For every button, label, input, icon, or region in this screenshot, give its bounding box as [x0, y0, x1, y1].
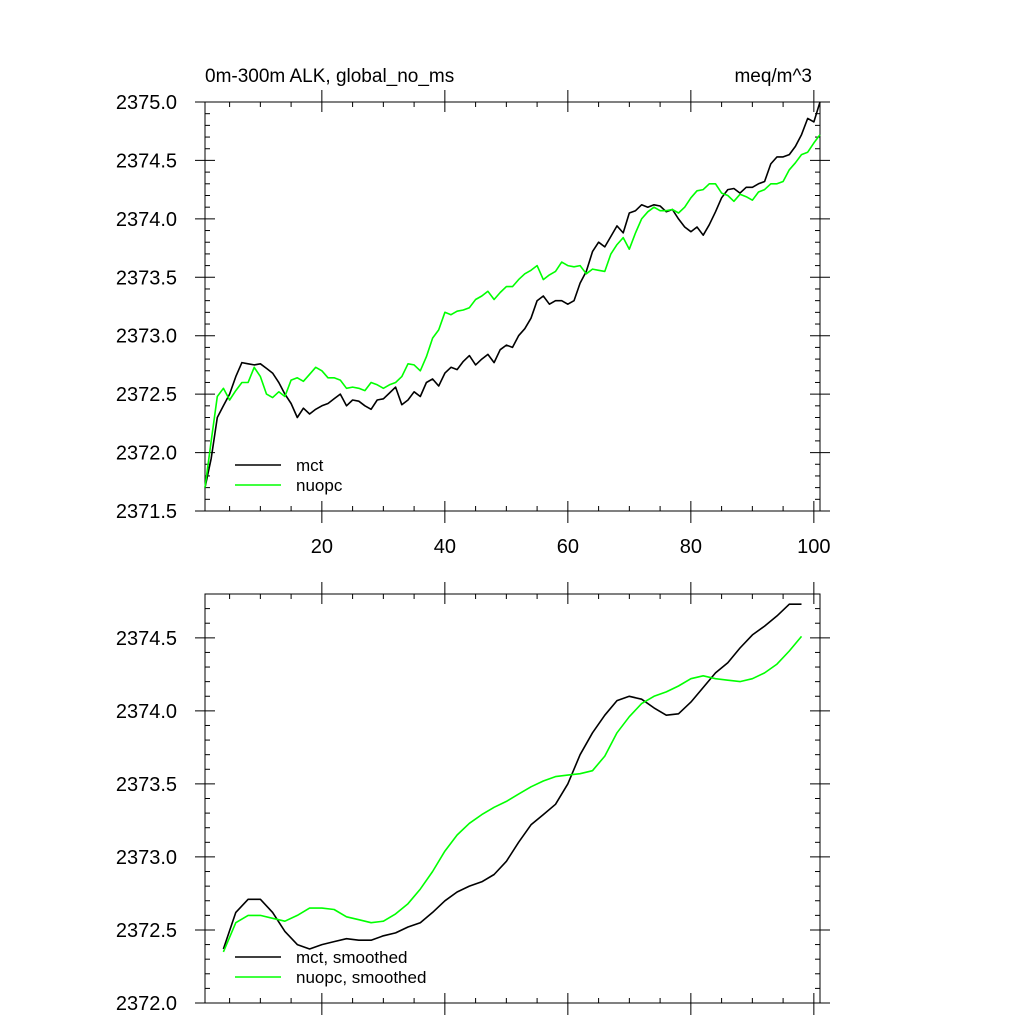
chart-2-series-nuopc-smoothed — [222, 635, 803, 953]
chart-1-units: meq/m^3 — [734, 66, 812, 87]
chart-1-y-tick-label: 2372.0 — [116, 443, 177, 465]
chart-1-y-tick-label: 2371.5 — [116, 501, 177, 523]
chart-2-series-mct-smoothed — [222, 603, 802, 950]
chart-1-y-tick-label: 2374.5 — [116, 150, 177, 172]
chart-1-x-tick-label: 40 — [434, 536, 456, 558]
chart-1-series-mct — [204, 101, 821, 488]
chart-2-y-tick-label: 2374.5 — [116, 628, 177, 650]
chart-1-x-tick-label: 20 — [311, 536, 333, 558]
chart-panel-top: 20 40 60 80 100 2371.5 2372.0 2372.5 2373.0 2373.… — [116, 66, 831, 558]
chart-1-plot-frame — [204, 101, 821, 512]
chart-2-y-tick-label: 2373.0 — [116, 847, 177, 869]
chart-1-y-tick-label: 2374.0 — [116, 209, 177, 231]
chart-2-y-tick-label: 2374.0 — [116, 701, 177, 723]
chart-2-y-tick-label: 2373.5 — [116, 774, 177, 796]
chart-1-y-tick-label: 2373.5 — [116, 267, 177, 289]
chart-2-legend-label-nuopc-smoothed: nuopc, smoothed — [296, 968, 426, 987]
chart-2-y-tick-label: 2372.5 — [116, 920, 177, 942]
chart-1-series-nuopc — [204, 134, 821, 488]
chart-2-legend-label-mct-smoothed: mct, smoothed — [296, 948, 408, 967]
chart-1-legend-label-mct: mct — [296, 456, 324, 475]
chart-2-y-tick-label: 2372.0 — [116, 993, 177, 1015]
chart-panel-bottom: 2372.0 2372.5 2373.0 2373.5 2374.0 2374.5 mct,… — [116, 582, 830, 1015]
chart-1-y-tick-label: 2373.0 — [116, 326, 177, 348]
chart-1-legend-label-nuopc: nuopc — [296, 476, 343, 495]
chart-1-x-tick-label: 100 — [797, 536, 830, 558]
chart-1-x-tick-label: 80 — [680, 536, 702, 558]
chart-1-x-tick-label: 60 — [557, 536, 579, 558]
chart-1-y-tick-label: 2375.0 — [116, 92, 177, 114]
chart-1-y-tick-label: 2372.5 — [116, 384, 177, 406]
chart-1-title: 0m-300m ALK, global_no_ms — [205, 66, 454, 87]
